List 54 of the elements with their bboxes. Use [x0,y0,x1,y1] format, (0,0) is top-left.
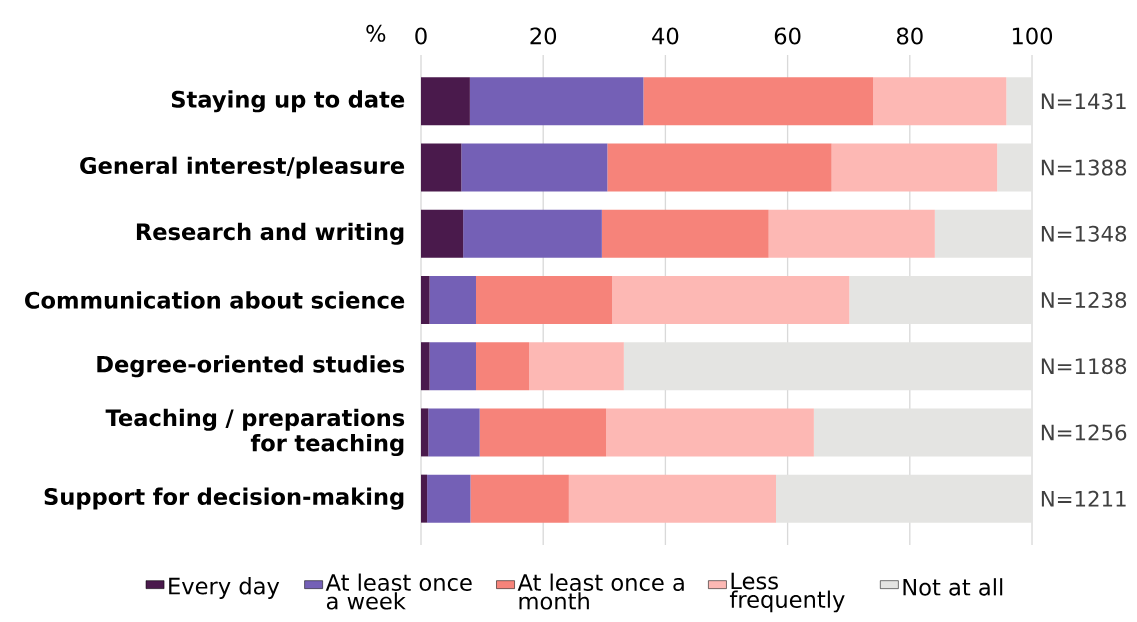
bar [421,275,430,324]
bar [479,408,607,457]
bar [427,474,471,523]
text: N=1238 [1041,291,1127,309]
x-tick-label: 100 [1012,27,1053,45]
bar [421,209,464,258]
y-tick-label: Degree-oriented studies [97,355,405,378]
text: N=1256 [1041,424,1127,441]
text: N=1348 [1041,225,1127,242]
bar [475,275,613,324]
legend-label: Every day [169,577,280,599]
bar [873,77,1007,126]
x-tick-label: 0 [415,27,427,45]
y-tick-label: Research and writing [136,222,404,245]
bar [421,77,470,126]
y-tick-label: Teaching / preparations for teaching [105,408,405,457]
x-tick-label: 60 [774,27,801,45]
bar [421,408,429,457]
x-tick-label: 20 [530,27,557,45]
text: N=1188 [1041,358,1127,375]
legend-label: At least once a week [325,573,472,610]
bar [421,143,462,192]
bar [470,474,569,523]
bar [469,77,644,126]
legend-label: Not at all [903,578,1003,596]
bar [461,143,608,192]
bar [606,408,814,457]
bar [768,209,935,258]
x-axis-title: % [366,24,386,42]
bar [429,342,476,391]
bar [601,209,769,258]
bar [475,342,530,391]
bar [463,209,602,258]
bar [429,275,476,324]
text: N=1388 [1041,159,1127,176]
bar [421,342,430,391]
bar [612,275,850,324]
bar [529,342,624,391]
y-tick-label: General interest/pleasure [80,156,405,179]
y-tick-label: Communication about science [25,291,405,309]
bar [428,408,480,457]
legend-label: Less frequently [729,572,845,613]
x-tick-label: 40 [652,27,679,45]
text: N=1431 [1041,93,1126,110]
x-tick-label: 80 [896,27,923,45]
bar [421,474,428,523]
bar [607,143,832,192]
y-tick-label: Support for decision-making [44,487,404,510]
text: N=1211 [1041,490,1126,507]
bar [568,474,776,523]
legend-label: At least once a month [517,573,684,610]
bar [643,77,874,126]
y-tick-label: Staying up to date [171,90,405,113]
bar [831,143,998,192]
